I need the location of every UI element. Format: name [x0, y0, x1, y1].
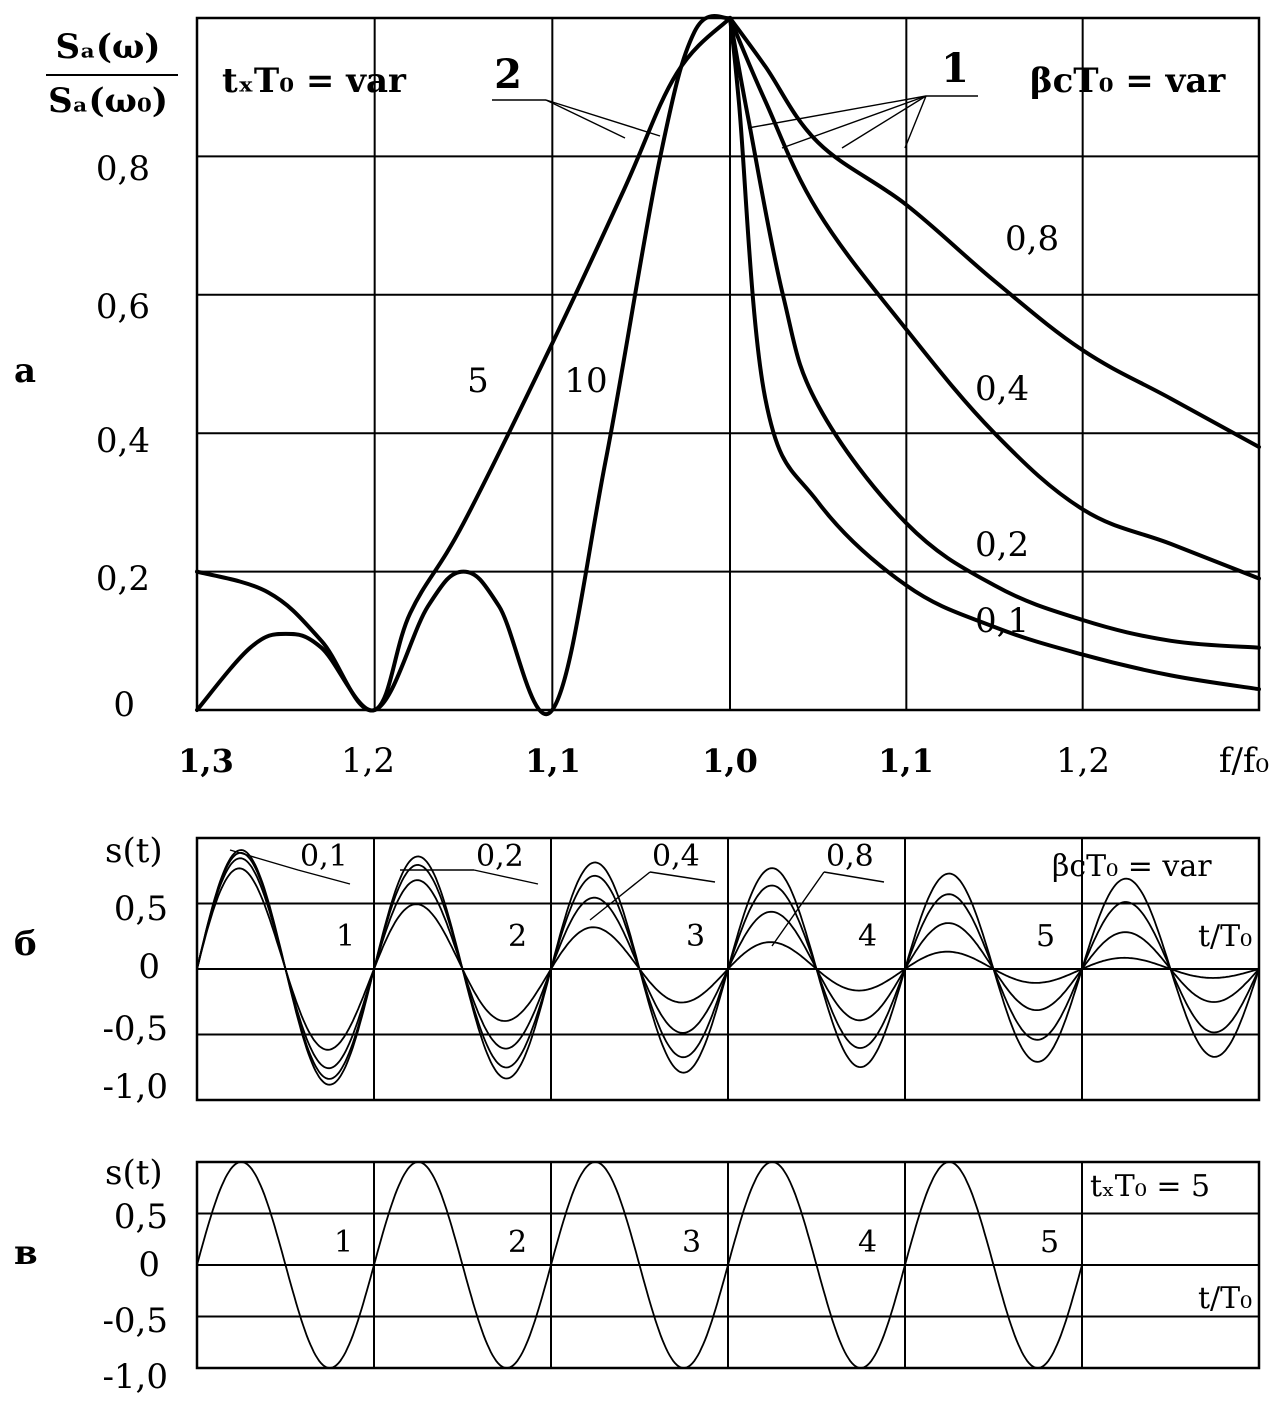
panel-b-curves: [196, 849, 1260, 1086]
panel-c-period-4: 4: [858, 1225, 877, 1260]
panel-a-spectrum-chart: 0,8 0,6 0,4 0,2 0 1,3 1,2 1,1 1,0 1,1 1,…: [14, 14, 1269, 781]
panel-c-period-1: 1: [334, 1225, 353, 1260]
leader-1-to-0-1: [747, 95, 927, 129]
curve-label-5: 5: [467, 361, 489, 401]
leader-1-to-0-8: [904, 95, 927, 149]
x-tick-1-0: 1,0: [702, 742, 758, 780]
panel-letter-b: б: [14, 924, 37, 964]
panel-a-frame: [195, 16, 1261, 712]
y-axis-label-numerator: Sₐ(ω): [56, 27, 161, 67]
panel-a-curves: [195, 14, 1261, 716]
panel-letter-a: а: [14, 351, 36, 391]
panel-c-y-tick-0: 0: [138, 1245, 160, 1285]
curve-label-0-8: 0,8: [1005, 219, 1059, 259]
x-tick-1-3: 1,3: [178, 742, 234, 780]
y-tick-0-6: 0,6: [96, 287, 150, 327]
leader-1-to-0-2: [781, 95, 927, 149]
leader-1-to-0-4: [841, 95, 927, 149]
y-tick-0-4: 0,4: [96, 421, 150, 461]
panel-c-period-3: 3: [682, 1225, 701, 1260]
panel-c-curve-signal: [196, 1161, 1259, 1369]
panel-b-y-tick-0: 0: [138, 947, 160, 987]
panel-b-period-3: 3: [686, 919, 705, 954]
curve-label-0-4: 0,4: [975, 369, 1029, 409]
panel-c-curves: [196, 1161, 1259, 1369]
curve-0-1: [728, 16, 1261, 692]
y-tick-0-2: 0,2: [96, 559, 150, 599]
panel-c-x-axis-label: t/T₀: [1198, 1281, 1252, 1316]
panel-b-x-axis-label: t/T₀: [1198, 919, 1252, 954]
curve-0-2: [728, 16, 1261, 650]
panel-b-curve-0-8: [196, 867, 1260, 1051]
panel-b-period-4: 4: [858, 919, 877, 954]
curve-label-0-2: 0,2: [975, 525, 1029, 565]
panel-b-series-label-0-4: 0,4: [652, 839, 700, 874]
group-label-2: 2: [494, 51, 522, 98]
panel-b-note-beta-var: βcT₀ = var: [1052, 849, 1212, 884]
x-tick-1-2-right: 1,2: [1056, 741, 1110, 781]
curve-label-10: 10: [564, 361, 607, 401]
panel-b-series-label-0-8: 0,8: [826, 839, 874, 874]
curve-10: [195, 14, 732, 716]
x-tick-1-1-right: 1,1: [878, 742, 934, 780]
panel-c-period-2: 2: [508, 1225, 527, 1260]
panel-b-leader-0-1: [229, 849, 351, 885]
panel-b-leader-0-4: [589, 871, 716, 921]
curve-5: [195, 16, 732, 713]
panel-b-y-tick-m1-0: -1,0: [102, 1067, 168, 1107]
leader-2-to-10: [545, 99, 661, 137]
panel-b-y-axis-label: s(t): [105, 831, 163, 871]
panel-c-y-axis-label: s(t): [105, 1153, 163, 1193]
group-label-1: 1: [941, 45, 969, 92]
panel-b-leader-0-2: [400, 869, 539, 885]
panel-c-period-5: 5: [1040, 1225, 1059, 1260]
panel-b-leader-lines: [229, 849, 885, 947]
y-tick-0-8: 0,8: [96, 149, 150, 189]
curve-0-4: [728, 16, 1261, 581]
panel-c-note-tx: tₓT₀ = 5: [1090, 1169, 1210, 1204]
panel-c-y-tick-0-5: 0,5: [114, 1197, 168, 1237]
curve-0-8: [728, 16, 1261, 449]
panel-letter-c: в: [14, 1233, 38, 1273]
leader-2-to-5: [545, 99, 626, 139]
panel-c-y-tick-m1-0: -1,0: [102, 1357, 168, 1397]
x-tick-1-2-left: 1,2: [341, 741, 395, 781]
note-beta-var: βcT₀ = var: [1030, 61, 1226, 101]
note-tx-var: tₓT₀ = var: [222, 61, 407, 101]
leader-lines-group-2: [545, 99, 661, 139]
panel-b-period-5: 5: [1036, 919, 1055, 954]
curve-label-0-1: 0,1: [975, 601, 1029, 641]
panel-b-y-tick-0-5: 0,5: [114, 889, 168, 929]
panel-b-signal-chart: s(t) 0,5 0 -0,5 -1,0 βcT₀ = var t/T₀ 1 2…: [14, 831, 1261, 1107]
x-axis-label: f/f₀: [1219, 741, 1269, 781]
y-axis-label-denominator: Sₐ(ω₀): [48, 81, 168, 121]
panel-c-y-tick-m0-5: -0,5: [102, 1301, 168, 1341]
panel-b-period-2: 2: [508, 919, 527, 954]
panel-c-signal-chart: s(t) 0,5 0 -0,5 -1,0 tₓT₀ = 5 t/T₀ 1 2 3…: [14, 1153, 1261, 1397]
panel-b-period-1: 1: [336, 919, 355, 954]
panel-b-leader-0-8: [771, 871, 885, 947]
panel-b-series-label-0-2: 0,2: [476, 839, 524, 874]
leader-lines-group-1: [747, 95, 927, 149]
panel-a-grid: [197, 18, 1259, 710]
x-tick-1-1-left: 1,1: [525, 742, 581, 780]
panel-b-y-tick-m0-5: -0,5: [102, 1009, 168, 1049]
y-tick-0: 0: [113, 685, 135, 725]
panel-b-series-label-0-1: 0,1: [300, 839, 348, 874]
